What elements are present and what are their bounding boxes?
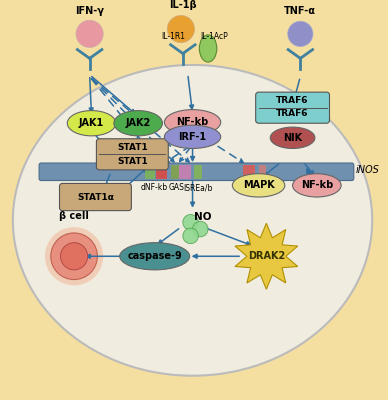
Text: JAK2: JAK2 — [126, 118, 151, 128]
Text: TNF-α: TNF-α — [284, 6, 316, 16]
Bar — [194, 165, 202, 178]
Bar — [258, 165, 267, 178]
Circle shape — [183, 214, 198, 230]
Ellipse shape — [232, 174, 285, 197]
Bar — [156, 165, 167, 178]
Text: IL-1β: IL-1β — [169, 0, 197, 10]
Text: MAPK: MAPK — [243, 180, 274, 190]
Circle shape — [183, 228, 198, 244]
Bar — [171, 165, 179, 178]
Text: DRAK2: DRAK2 — [248, 251, 285, 261]
Bar — [145, 165, 155, 178]
Circle shape — [288, 21, 313, 46]
Text: NO: NO — [194, 212, 212, 222]
Text: caspase-9: caspase-9 — [127, 251, 182, 261]
FancyBboxPatch shape — [39, 163, 354, 180]
Ellipse shape — [165, 125, 221, 148]
Ellipse shape — [293, 174, 341, 197]
Ellipse shape — [199, 35, 217, 62]
Text: STAT1: STAT1 — [117, 143, 148, 152]
Bar — [243, 165, 255, 178]
Bar — [179, 165, 191, 178]
Circle shape — [61, 243, 88, 270]
FancyBboxPatch shape — [256, 92, 329, 123]
Text: NF-kb: NF-kb — [177, 117, 209, 127]
Circle shape — [167, 16, 194, 43]
Ellipse shape — [120, 243, 190, 270]
Text: pNF-kb: pNF-kb — [241, 184, 268, 192]
Text: STAT1α: STAT1α — [77, 192, 114, 202]
Circle shape — [76, 20, 103, 48]
Text: JAK1: JAK1 — [79, 118, 104, 128]
Circle shape — [51, 233, 97, 280]
Polygon shape — [235, 223, 298, 289]
FancyBboxPatch shape — [96, 139, 168, 170]
Ellipse shape — [13, 65, 372, 376]
Text: IL-1R1: IL-1R1 — [161, 32, 185, 41]
Text: TRAF6: TRAF6 — [276, 109, 309, 118]
Text: NF-kb: NF-kb — [301, 180, 333, 190]
Text: STAT1: STAT1 — [117, 156, 148, 166]
Text: iNOS: iNOS — [356, 165, 379, 175]
Text: IFN-γ: IFN-γ — [75, 6, 104, 16]
Circle shape — [192, 221, 208, 237]
Text: dNF-kb: dNF-kb — [141, 184, 168, 192]
Ellipse shape — [270, 127, 315, 148]
Text: IL-1AcP: IL-1AcP — [200, 32, 228, 41]
Text: GAS: GAS — [169, 184, 185, 192]
Text: β cell: β cell — [59, 211, 89, 221]
Text: IRF-1: IRF-1 — [178, 132, 207, 142]
Text: ISREa/b: ISREa/b — [184, 184, 213, 192]
Circle shape — [45, 227, 103, 286]
FancyBboxPatch shape — [59, 184, 132, 211]
Text: NIK: NIK — [283, 133, 302, 143]
Ellipse shape — [67, 110, 116, 136]
Ellipse shape — [114, 110, 163, 136]
Text: TRAF6: TRAF6 — [276, 96, 309, 105]
Ellipse shape — [165, 110, 221, 135]
